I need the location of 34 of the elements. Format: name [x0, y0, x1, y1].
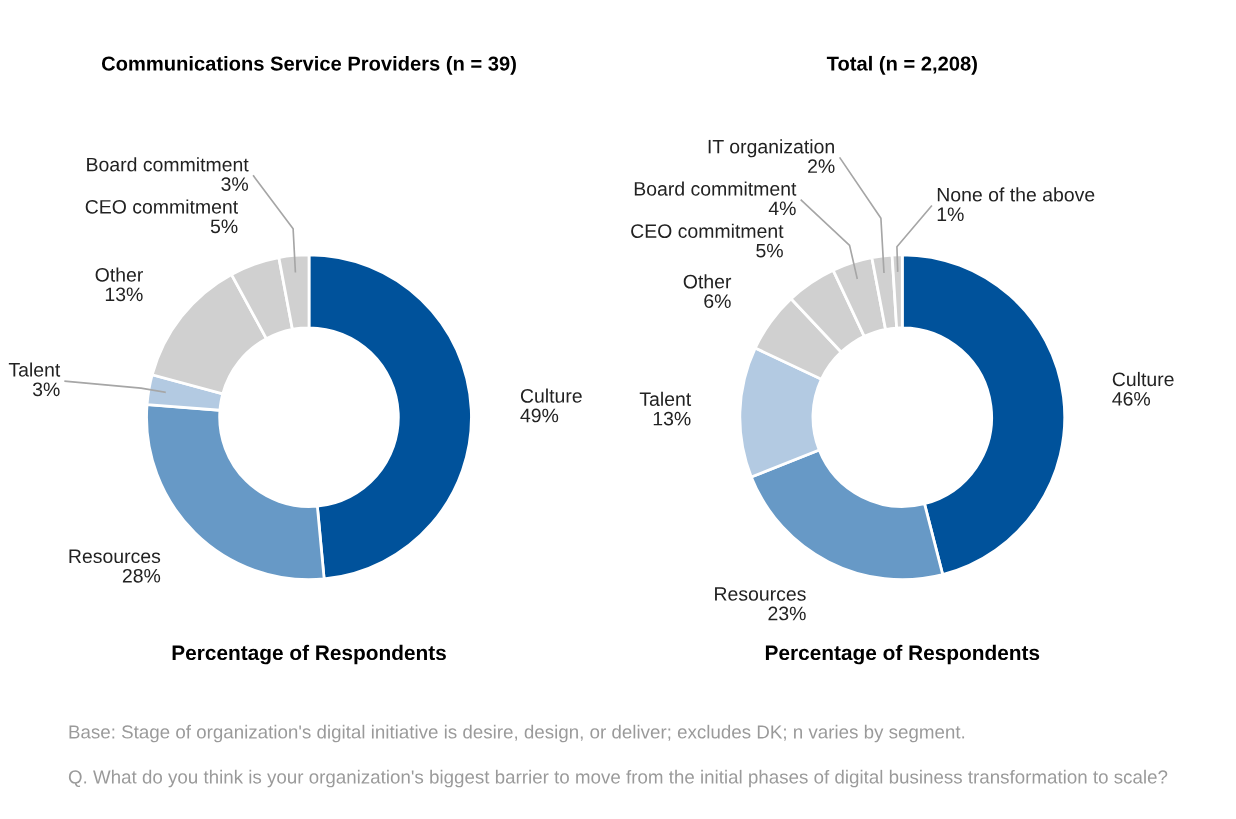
slice-label: Talent [639, 391, 692, 406]
slice-label: CEO commitment [85, 199, 239, 214]
data-label: 1% [937, 207, 964, 222]
data-label: 6% [704, 294, 731, 309]
chart-title: Total (n = 2,208) [826, 55, 977, 75]
slice-label: Other [95, 267, 143, 282]
data-label: 28% [122, 568, 161, 583]
text: Base: Stage of organization's digital initiative is desire, design, or deliver; excludes DK; n varies by segment. [69, 724, 965, 743]
data-label: 23% [768, 606, 806, 621]
data-label: 49% [520, 408, 559, 423]
slice-label: Culture [1112, 371, 1174, 387]
data-label: 46% [1112, 391, 1151, 406]
data-label: 5% [756, 243, 783, 258]
slice-label: CEO commitment [631, 223, 784, 238]
data-label: 2% [808, 159, 835, 173]
slice-label: Other [683, 274, 732, 289]
data-label: 3% [221, 177, 249, 191]
data-label: 13% [105, 287, 143, 302]
data-label: 4% [768, 201, 796, 216]
slice-label: None of the above [937, 187, 1095, 202]
text: Percentage of Respondents [765, 644, 1040, 665]
slice-label: Board commitment [87, 157, 249, 172]
data-label: 3% [32, 382, 60, 397]
slice-label: Resources [69, 549, 161, 564]
slice-label: Talent [8, 362, 61, 377]
data-label: 13% [653, 411, 691, 426]
slice-label: IT organization [708, 139, 834, 158]
slice-label: Resources [715, 587, 806, 601]
text: Q. What do you think is your organization's biggest barrier to move from the initial phases of digital business transformation to scale? [68, 769, 1168, 788]
slice-label: Culture [520, 388, 582, 403]
text: Percentage of Respondents [172, 644, 446, 665]
chart-title: Communications Service Providers (n = 39) [101, 55, 516, 75]
data-label: 5% [210, 219, 238, 234]
slice-label: Board commitment [634, 181, 797, 196]
